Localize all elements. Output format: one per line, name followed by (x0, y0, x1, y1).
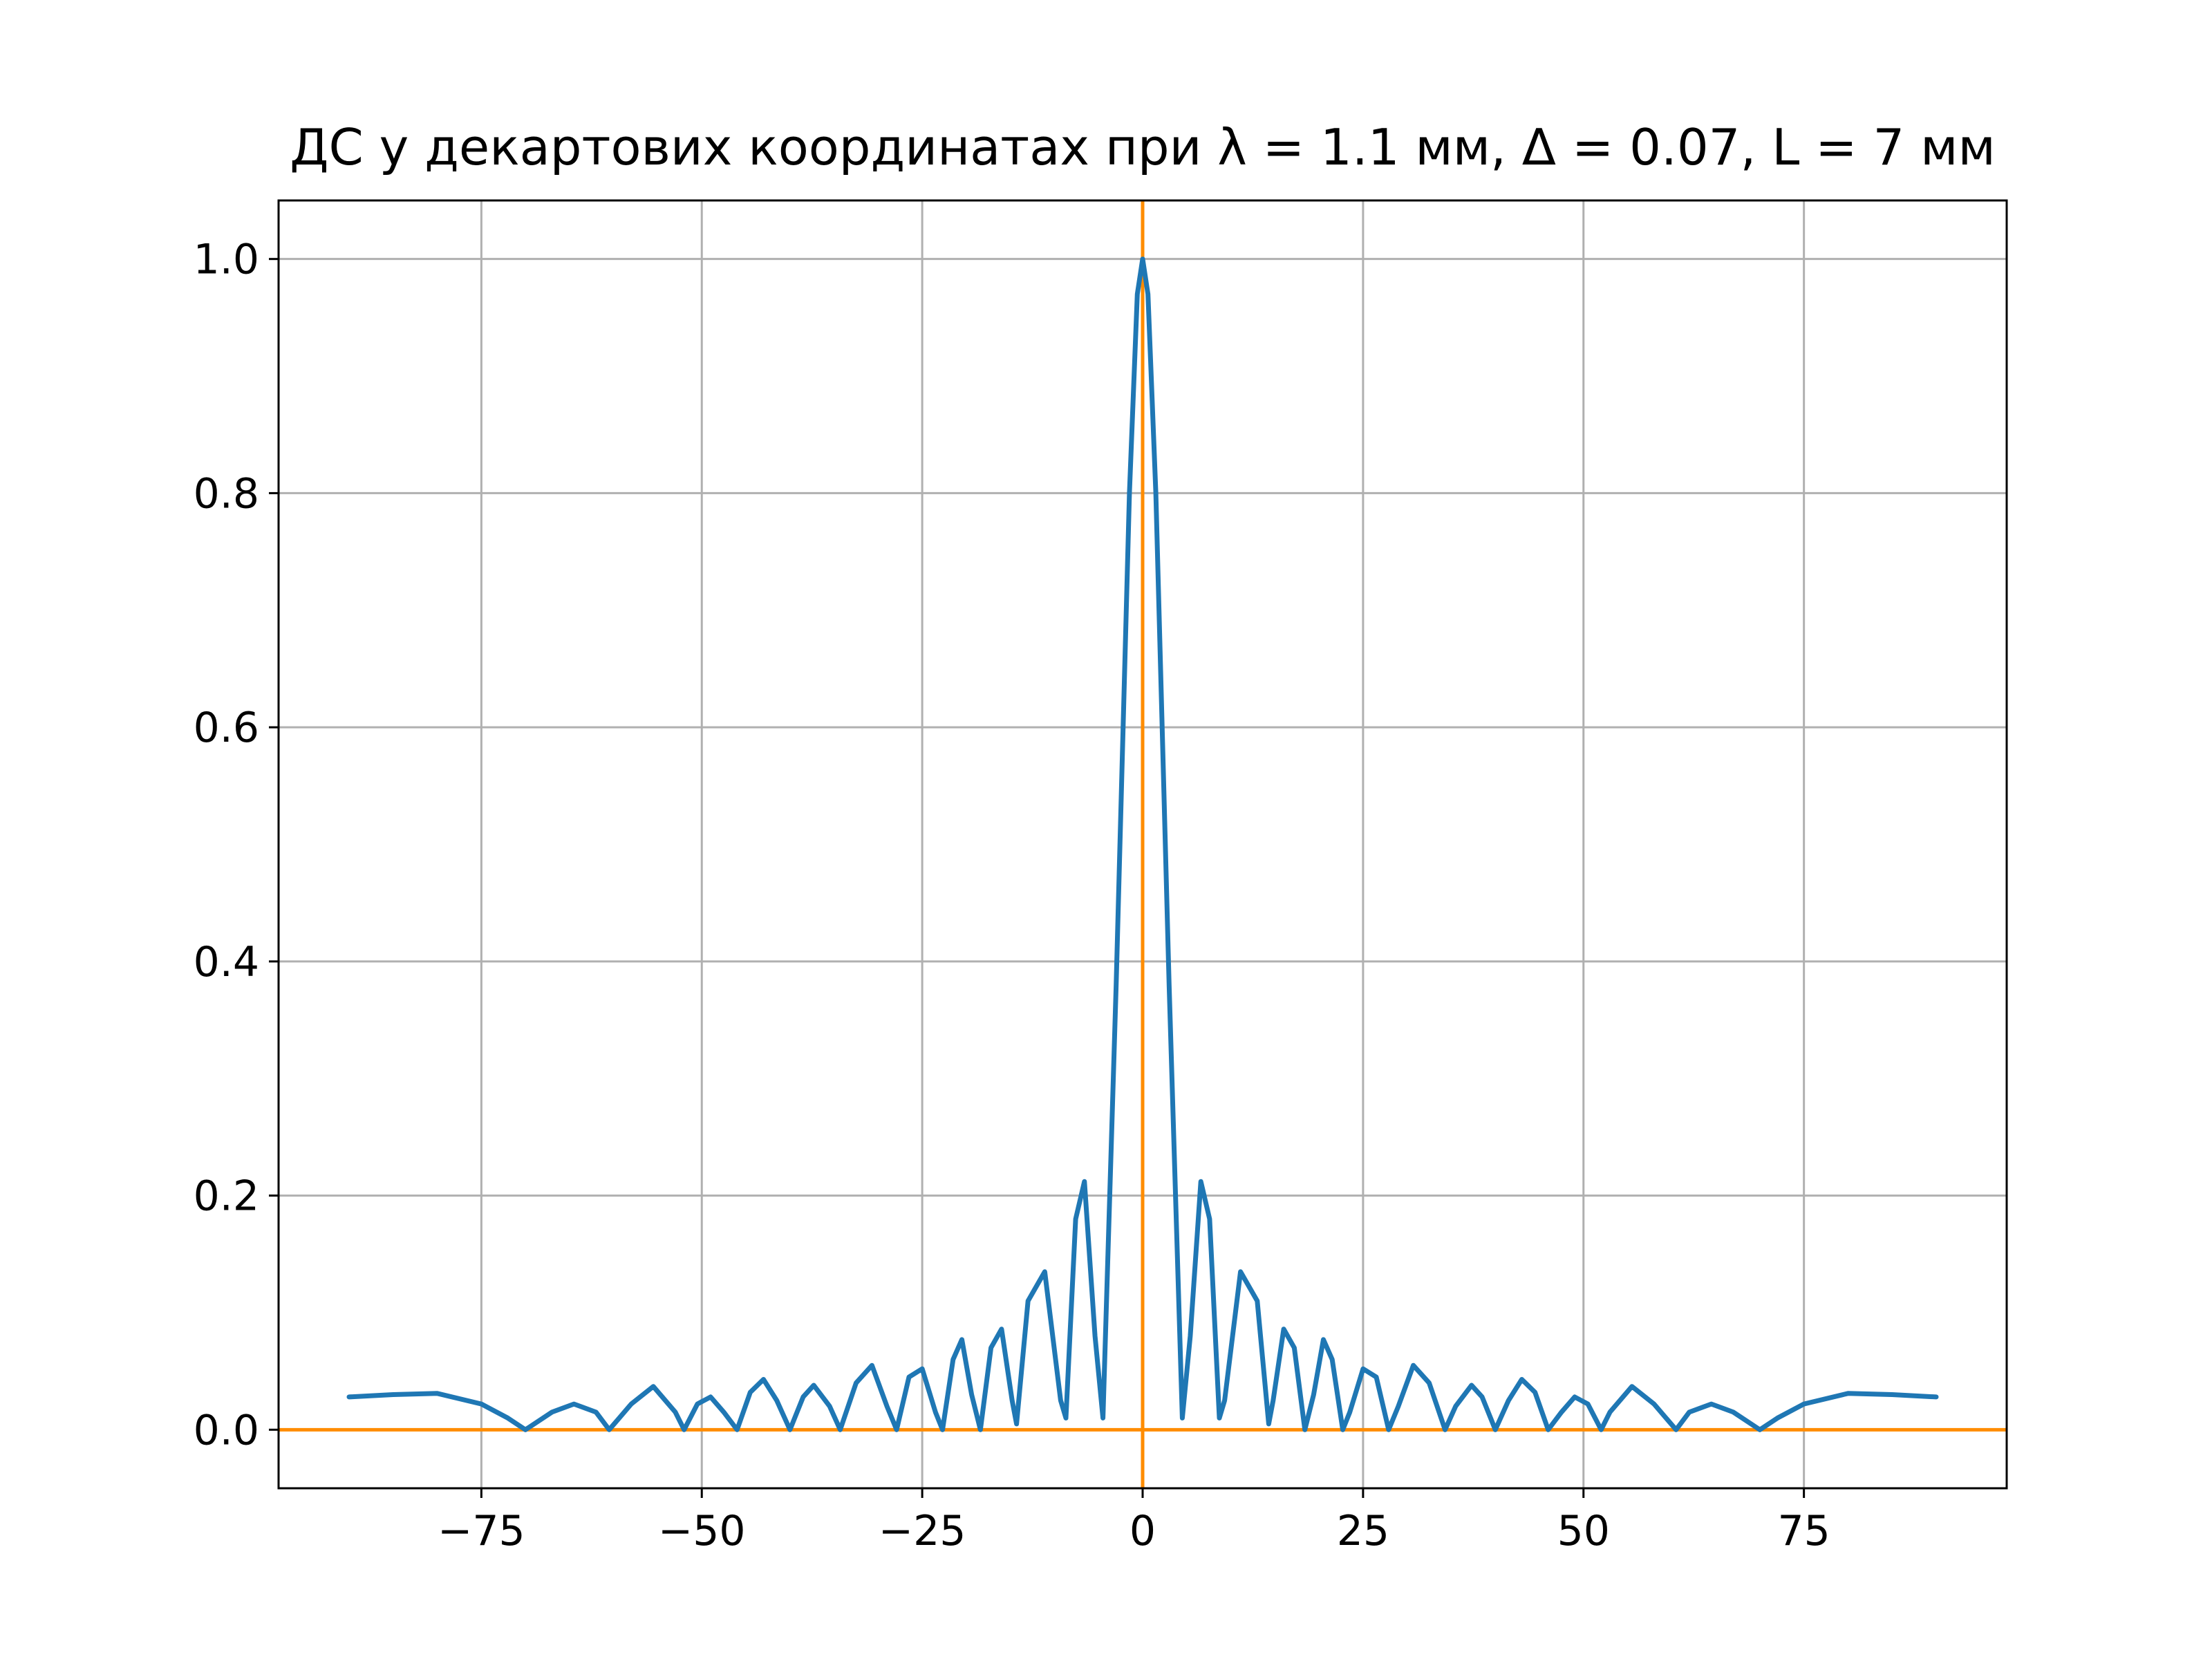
x-tick-label: −25 (879, 1507, 966, 1555)
plot-frame (277, 199, 2008, 1490)
x-tick-label: 0 (1130, 1507, 1156, 1555)
x-tick-label: 50 (1557, 1507, 1610, 1555)
y-tick-label: 0.0 (194, 1406, 259, 1454)
chart-title: ДС у декартових координатах при λ = 1.1 … (290, 118, 1996, 176)
series-line (346, 256, 1939, 1432)
y-tick-label: 0.2 (194, 1172, 259, 1221)
x-tick-label: 25 (1337, 1507, 1389, 1555)
reference-lines (279, 200, 2007, 1488)
y-tick-label: 0.8 (194, 469, 259, 518)
y-tick-label: 1.0 (194, 236, 259, 284)
x-tick-label: −75 (438, 1507, 525, 1555)
series-layer (346, 256, 1939, 1432)
x-tick-label: 75 (1777, 1507, 1830, 1555)
ticks: −75 −50 −25 0 25 50 75 0.0 0.2 0.4 0.6 0.8 1.0 (194, 236, 1830, 1555)
x-tick-label: −50 (658, 1507, 746, 1555)
y-tick-label: 0.4 (194, 938, 259, 986)
y-tick-label: 0.6 (194, 704, 259, 752)
